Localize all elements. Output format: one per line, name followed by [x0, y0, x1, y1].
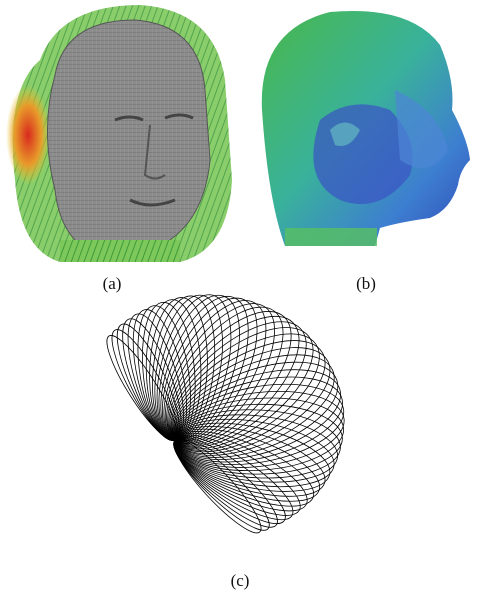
panel-label: (c) — [231, 571, 250, 590]
figure: (a) (b) (c) — [0, 0, 478, 597]
panel-a-image — [6, 5, 232, 262]
figure-canvas: (a) (b) (c) — [0, 0, 478, 597]
panel-b-image — [262, 11, 470, 246]
panel-c-image — [97, 284, 351, 542]
panel-label: (b) — [356, 274, 376, 293]
loop-curve — [175, 403, 343, 475]
panel-label: (a) — [103, 274, 122, 293]
